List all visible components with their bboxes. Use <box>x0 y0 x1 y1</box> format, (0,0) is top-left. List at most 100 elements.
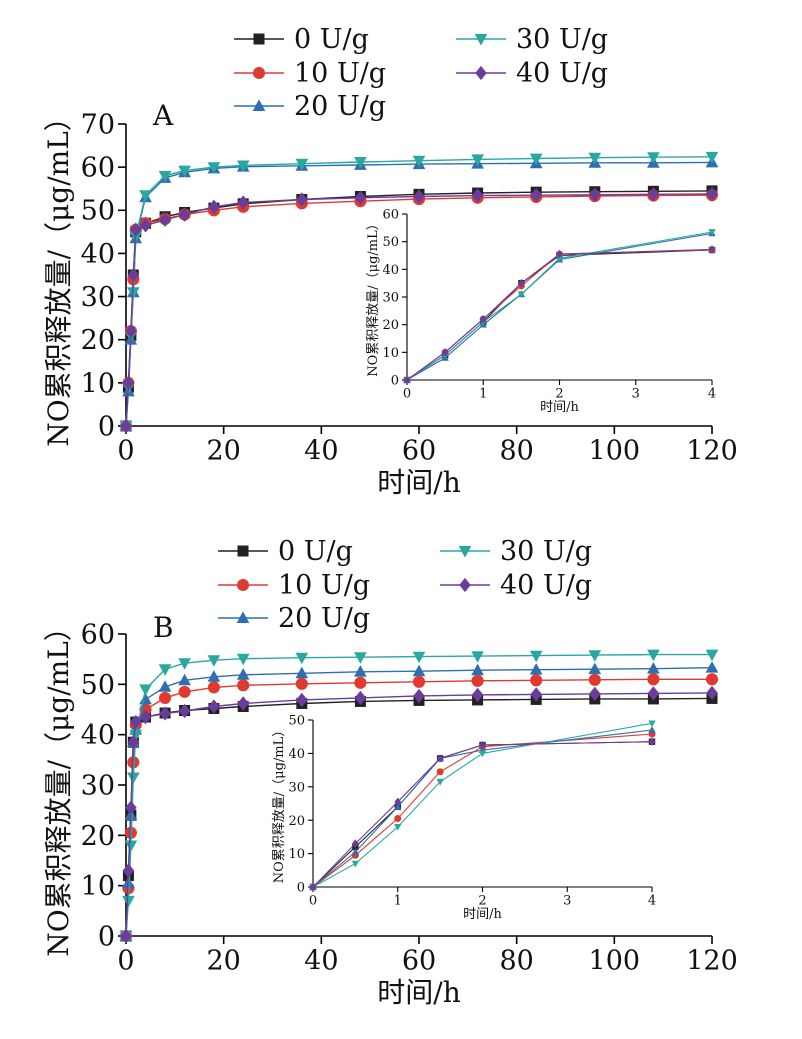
data-point <box>705 661 719 673</box>
chart-panel-a: 0 U/g10 U/g20 U/g30 U/g40 U/gA0 20 40 60 80 1… <box>42 24 738 499</box>
inset-y-tick-label: 10 <box>288 847 305 862</box>
x-tick-label: 0 <box>117 436 134 467</box>
data-point <box>471 188 484 203</box>
inset-data-point <box>648 726 656 733</box>
inset-data-point <box>708 229 716 236</box>
data-point <box>647 686 660 701</box>
inset-data-point <box>518 279 525 288</box>
data-point <box>412 664 426 677</box>
data-point <box>122 895 135 908</box>
data-point <box>139 709 152 725</box>
inset-data-point <box>351 860 360 868</box>
legend-label: 30 U/g <box>500 536 592 567</box>
legend-item: 40 U/g <box>456 58 608 89</box>
data-point <box>705 649 719 662</box>
inset-x-tick-label: 1 <box>479 386 487 401</box>
x-tick-label: 100 <box>589 946 641 977</box>
legend-item: 40 U/g <box>440 570 592 601</box>
inset-data-point <box>479 740 486 750</box>
series-line <box>125 692 713 937</box>
legend-marker-square <box>253 33 265 45</box>
series-line <box>125 190 713 427</box>
inset-data-point <box>556 249 563 259</box>
data-point <box>705 673 719 686</box>
inset-data-point <box>351 848 360 855</box>
y-tick-label: 50 <box>81 196 115 227</box>
legend-marker-diamond <box>475 65 487 81</box>
inset-series-line <box>406 248 713 381</box>
data-point <box>178 673 191 686</box>
inset-y-tick-label: 0 <box>297 881 305 896</box>
data-point <box>295 158 309 171</box>
inset-x-axis-title: 时间/h <box>463 907 502 922</box>
inset-series-diamond <box>309 737 656 892</box>
inset-data-point <box>648 720 656 728</box>
data-point <box>129 729 143 742</box>
data-point <box>412 675 426 688</box>
data-point <box>207 670 221 682</box>
data-point <box>706 186 718 202</box>
inset-series-triangle-down <box>309 720 656 891</box>
chart-panel-b: 0 U/g10 U/g20 U/g30 U/g40 U/gB0 20 40 60 80 1… <box>42 536 738 1009</box>
legend-marker-circle <box>252 66 266 80</box>
data-point <box>122 863 135 878</box>
inset-x-tick-label: 3 <box>563 893 571 908</box>
inset-x-tick-label: 2 <box>478 893 486 908</box>
inset-y-tick-label: 30 <box>382 291 399 306</box>
data-point <box>705 151 719 164</box>
inset-data-point <box>441 348 449 357</box>
y-tick-label: 50 <box>81 670 115 701</box>
panel-label: A <box>152 99 174 132</box>
data-point <box>207 681 220 694</box>
legend-item: 30 U/g <box>456 24 608 55</box>
inset-data-point <box>394 815 402 823</box>
data-point <box>354 652 367 664</box>
inset-y-tick-label: 30 <box>288 780 305 795</box>
data-point <box>236 668 250 680</box>
inset-x-tick-label: 0 <box>309 893 317 908</box>
inset-y-tick-label: 50 <box>382 235 399 250</box>
y-axis-title: NO累积释放量/（μg/mL） <box>42 613 75 957</box>
data-point <box>178 207 191 222</box>
inset-x-axis-title: 时间/h <box>540 400 579 415</box>
x-tick-label: 20 <box>206 946 240 977</box>
y-tick-label: 60 <box>81 153 115 184</box>
y-tick-label: 40 <box>81 239 115 270</box>
inset-data-point <box>479 314 487 324</box>
data-point <box>237 195 249 210</box>
legend-item: 0 U/g <box>218 536 353 567</box>
data-point <box>139 684 152 696</box>
y-tick-label: 0 <box>98 411 115 442</box>
inset-series-line <box>312 741 653 888</box>
data-point <box>529 663 543 675</box>
legend-item: 10 U/g <box>234 58 386 89</box>
x-axis-title: 时间/h <box>377 466 460 499</box>
series-line <box>125 194 713 427</box>
legend-marker-triangle-up <box>236 611 250 623</box>
inset-series-line <box>406 249 713 381</box>
y-tick-label: 60 <box>81 619 115 650</box>
x-axis-title: 时间/h <box>377 976 460 1009</box>
legend-item: 20 U/g <box>218 603 370 634</box>
legend-label: 20 U/g <box>294 91 386 122</box>
inset-y-tick-label: 10 <box>382 346 399 361</box>
inset-y-axis-title: NO累积释放量/（μg/mL） <box>272 724 287 884</box>
legend-marker-diamond <box>459 577 471 593</box>
inset-data-point <box>436 754 444 763</box>
data-point <box>127 772 140 785</box>
inset-x-tick-label: 4 <box>648 893 656 908</box>
data-point <box>412 155 426 168</box>
data-point <box>295 652 309 665</box>
legend-label: 40 U/g <box>500 570 592 601</box>
inset-data-point <box>436 778 444 786</box>
data-point <box>236 653 250 666</box>
x-tick-label: 20 <box>206 436 240 467</box>
data-point <box>471 687 484 703</box>
data-point <box>129 714 142 730</box>
data-point <box>237 679 250 692</box>
x-tick-label: 100 <box>589 436 641 467</box>
x-tick-label: 80 <box>499 436 533 467</box>
legend-marker-square <box>237 545 249 557</box>
data-point <box>178 658 191 670</box>
